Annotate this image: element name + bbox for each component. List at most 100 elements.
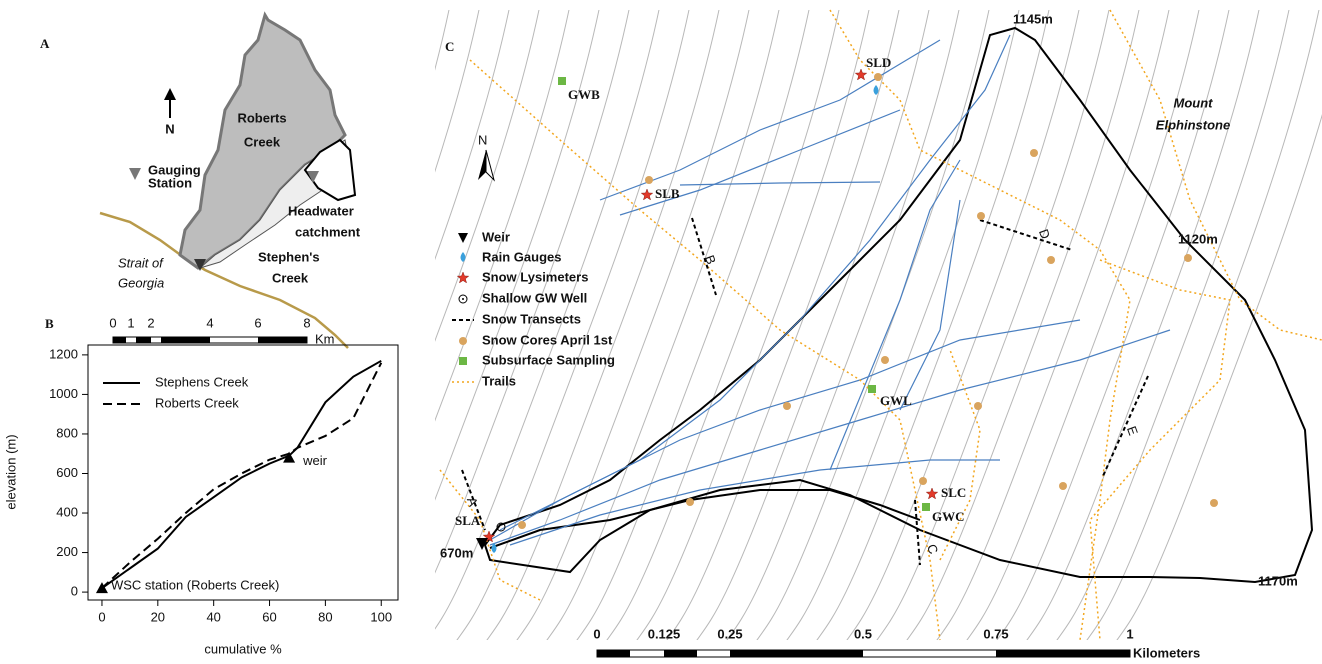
contour — [435, 10, 480, 173]
panel-label: C — [445, 39, 454, 54]
scale-bar-segment — [161, 337, 210, 343]
stream — [489, 329, 1171, 546]
snow-core — [459, 337, 467, 345]
trail — [469, 59, 941, 641]
triangle-marker — [458, 233, 468, 243]
scale-label: 1 — [1126, 626, 1133, 641]
north-arrow-head — [164, 88, 176, 100]
contour — [1086, 10, 1320, 640]
map-label: Strait of — [118, 255, 164, 270]
scale-label: 2 — [147, 315, 154, 330]
place-label: Elphinstone — [1156, 117, 1230, 132]
legend-label: Weir — [482, 229, 510, 244]
contour — [606, 10, 840, 640]
scale-bar-segment — [730, 650, 863, 657]
plot-frame — [87, 344, 399, 601]
north-arrow — [485, 149, 495, 182]
snow-core — [1059, 482, 1067, 490]
stream — [829, 159, 961, 471]
x-axis-label: cumulative % — [204, 641, 282, 656]
subsurface-site — [459, 357, 467, 365]
y-tick-label: 1000 — [49, 386, 78, 401]
contour — [1026, 10, 1260, 640]
snow-transect — [914, 499, 921, 566]
marker — [283, 451, 296, 463]
contour — [546, 10, 780, 640]
scale-label: 0.125 — [648, 626, 681, 641]
snow-lysimeter — [456, 271, 470, 284]
contour — [696, 10, 930, 640]
snow-lysimeter — [482, 530, 496, 543]
scale-bar-segment — [996, 650, 1130, 657]
contour — [435, 10, 540, 342]
snow-core — [645, 176, 653, 184]
snow-core — [977, 212, 985, 220]
triangle-marker — [194, 259, 206, 271]
contour — [435, 10, 510, 261]
marker — [95, 582, 108, 594]
snow-lysimeter — [925, 487, 939, 500]
place-label: Mount — [1174, 95, 1214, 110]
scale-unit: Km — [315, 331, 335, 346]
y-tick-label: 600 — [56, 465, 78, 480]
panel-label: B — [45, 316, 54, 331]
scale-bar-segment — [136, 337, 151, 343]
contour — [786, 10, 1020, 640]
contour — [435, 10, 600, 501]
y-tick-label: 1200 — [49, 346, 78, 361]
contour — [636, 10, 870, 640]
rain-gauge — [460, 252, 466, 262]
snow-core — [919, 477, 927, 485]
scale-label: 4 — [206, 315, 213, 330]
subsurface-site — [868, 385, 876, 393]
scale-label: 0.5 — [854, 626, 872, 641]
scale-label: 0.25 — [717, 626, 742, 641]
stream — [509, 459, 1000, 546]
triangle-marker — [129, 168, 141, 180]
legend-label: Snow Cores April 1st — [482, 332, 613, 347]
map-label: Creek — [272, 270, 309, 285]
legend-label: Roberts Creek — [155, 395, 239, 410]
coastline — [99, 211, 349, 349]
contour — [435, 10, 660, 630]
site-label: GWL — [880, 393, 912, 408]
map-label: Roberts — [237, 110, 286, 125]
contour — [906, 10, 1140, 640]
site-label: SLD — [866, 55, 891, 70]
contours — [435, 10, 1322, 640]
trail — [439, 469, 541, 601]
contour — [996, 10, 1230, 640]
snow-core — [974, 402, 982, 410]
x-tick-label: 0 — [98, 609, 105, 624]
transect-label: B — [702, 253, 719, 266]
gw-well — [496, 522, 506, 532]
snow-core — [874, 73, 882, 81]
snow-core — [1047, 256, 1055, 264]
map-label: Georgia — [118, 275, 164, 290]
legend-label: Subsurface Sampling — [482, 352, 615, 367]
contour — [576, 10, 810, 640]
scale-bar-segment — [597, 650, 630, 657]
y-tick-label: 400 — [56, 504, 78, 519]
scale-label: 6 — [254, 315, 261, 330]
contour — [1116, 114, 1322, 640]
headwater-catchment — [303, 138, 357, 202]
subsurface-site — [558, 77, 566, 85]
series-line — [101, 362, 383, 589]
legend-label: Rain Gauges — [482, 249, 561, 264]
x-tick-label: 100 — [370, 609, 392, 624]
legend-label: Shallow GW Well — [482, 290, 587, 305]
subcatchment-outline — [489, 489, 921, 549]
elevation-label: 1170m — [1258, 573, 1298, 588]
snow-core — [686, 498, 694, 506]
scale-label: 0.75 — [983, 626, 1008, 641]
stream — [499, 319, 1081, 531]
rain-gauge — [873, 85, 879, 95]
elevation-label: 670m — [440, 545, 473, 560]
transect-label: E — [1124, 424, 1141, 438]
y-tick-label: 0 — [71, 584, 78, 599]
elevation-label: 1120m — [1178, 231, 1218, 246]
marker-label: WSC station (Roberts Creek) — [111, 578, 279, 593]
trail — [829, 9, 1131, 641]
